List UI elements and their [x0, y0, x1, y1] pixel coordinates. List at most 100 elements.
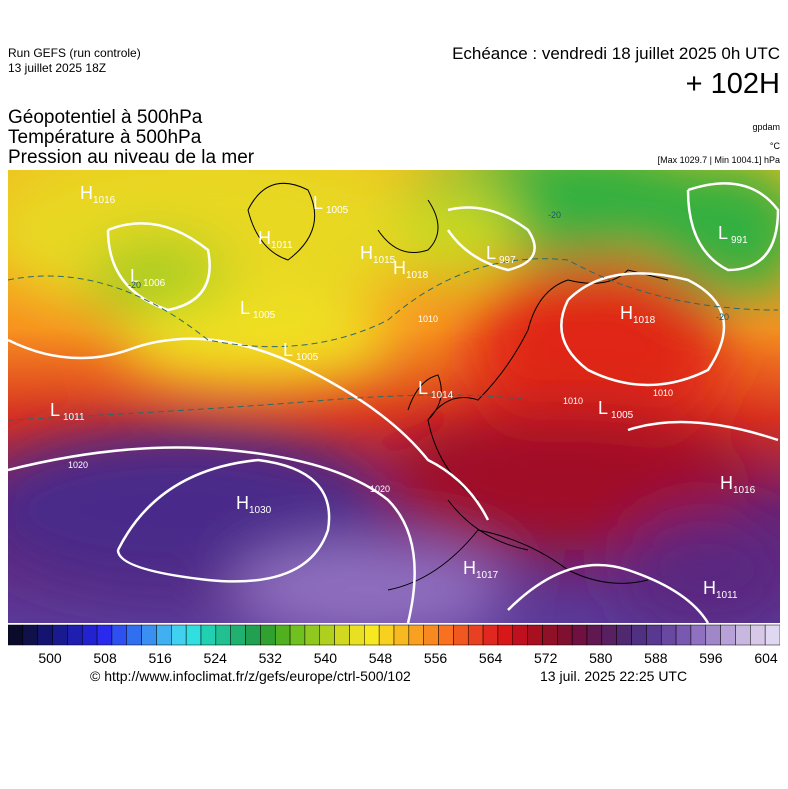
colorbar-cell	[156, 624, 172, 646]
colorbar-cell	[319, 624, 335, 646]
colorbar-cell	[81, 624, 98, 646]
colorbar-cell	[349, 624, 365, 646]
pressure-center: H 1018	[393, 258, 429, 281]
contour-label: 1020	[68, 460, 88, 470]
colorbar-cell	[557, 624, 573, 646]
pressure-center: L 1006	[130, 266, 166, 289]
pressure-kind: H	[463, 558, 476, 578]
pressure-center: L 1011	[50, 400, 85, 423]
pressure-value: 1011	[271, 240, 293, 251]
pressure-kind: H	[236, 493, 249, 513]
colorbar-cell	[304, 624, 321, 646]
colorbar-cell	[334, 624, 350, 646]
colorbar-tick-label: 564	[479, 650, 503, 666]
pressure-value: 1018	[406, 270, 429, 281]
colorbar-tick-label: 508	[93, 650, 117, 666]
pressure-center: H 1017	[463, 558, 499, 581]
colorbar-cell	[601, 624, 617, 646]
colorbar-cell	[423, 624, 439, 646]
pressure-value: 991	[731, 235, 748, 246]
colorbar-cell	[408, 624, 424, 646]
colorbar-cell	[438, 624, 454, 646]
field-pressure: Pression au niveau de la mer	[8, 147, 255, 168]
pressure-kind: L	[283, 340, 293, 360]
source-link: © http://www.infoclimat.fr/z/gefs/europe…	[90, 668, 411, 684]
colorbar-cell	[571, 624, 588, 646]
colorbar-cell	[705, 624, 721, 646]
colorbar-cell	[200, 624, 217, 646]
colorbar: 500 508 516 524 532 540 548 556 564 572 580 588 596 6…	[8, 624, 780, 666]
colorbar-cell	[750, 624, 766, 646]
colorbar-cell	[735, 624, 751, 646]
colorbar-cell	[393, 624, 410, 646]
colorbar-cell	[720, 624, 736, 646]
contour-label: 1010	[653, 388, 673, 398]
colorbar-cell	[660, 624, 677, 646]
colorbar-tick-label: 516	[148, 650, 172, 666]
pressure-value: 1005	[326, 205, 349, 216]
colorbar-tick-label: 596	[699, 650, 723, 666]
colorbar-cell	[467, 624, 484, 646]
colorbar-cell	[67, 624, 83, 646]
pressure-kind: L	[313, 193, 323, 213]
pressure-kind: H	[620, 303, 633, 323]
pressure-center: H 1016	[80, 183, 116, 206]
colorbar-cell	[260, 624, 276, 646]
unit-geo: gpdam	[752, 122, 780, 132]
pressure-center: H 1018	[620, 303, 656, 326]
pressure-center: L 1005	[240, 298, 276, 321]
pressure-kind: L	[598, 398, 608, 418]
pressure-value: 1016	[733, 485, 756, 496]
pressure-value: 1006	[143, 278, 166, 289]
isotherms	[8, 258, 779, 421]
colorbar-cell	[215, 624, 231, 646]
lead-time: + 102H	[685, 68, 780, 100]
colorbar-cell	[364, 624, 380, 646]
run-date: 13 juillet 2025 18Z	[8, 61, 107, 75]
contour-label: 1020	[370, 484, 390, 494]
colorbar-cell	[230, 624, 246, 646]
pressure-center: H 1015	[360, 243, 396, 266]
colorbar-cell	[52, 624, 68, 646]
pressure-kind: H	[80, 183, 93, 203]
colorbar-cell	[289, 624, 306, 646]
pressure-value: 1005	[296, 352, 319, 363]
pressure-center: H 1011	[258, 228, 293, 251]
pressure-center: L 1005	[283, 340, 319, 363]
colorbar-tick-label: 580	[589, 650, 613, 666]
run-name: Run GEFS (run controle)	[8, 46, 141, 60]
colorbar-cell	[126, 624, 142, 646]
pressure-kind: L	[486, 243, 496, 263]
colorbar-cell	[22, 624, 38, 646]
colorbar-cell	[616, 624, 632, 646]
colorbar-cell	[8, 624, 24, 646]
colorbar-cell	[482, 624, 499, 646]
colorbar-tick-label: 548	[369, 650, 393, 666]
colorbar-cell	[542, 624, 558, 646]
pressure-center: L 1005	[313, 193, 349, 216]
pressure-kind: L	[240, 298, 250, 318]
colorbar-tick-label: 572	[534, 650, 558, 666]
colorbar-cell	[646, 624, 662, 646]
colorbar-cell	[512, 624, 528, 646]
colorbar-tick-label: 588	[644, 650, 668, 666]
colorbar-cell	[631, 624, 647, 646]
pressure-kind: H	[258, 228, 271, 248]
pressure-value: 1016	[93, 195, 116, 206]
colorbar-cell	[586, 624, 603, 646]
pressure-value: 1011	[63, 412, 85, 423]
contour-label: -20	[548, 210, 561, 220]
colorbar-cell	[171, 624, 187, 646]
colorbar-cell	[245, 624, 261, 646]
contour-label: 1010	[563, 396, 583, 406]
colorbar-cell	[111, 624, 128, 646]
colorbar-tick-label: 500	[38, 650, 62, 666]
pressure-kind: H	[360, 243, 373, 263]
pressure-kind: L	[718, 223, 728, 243]
colorbar-cell	[141, 624, 157, 646]
pressure-value: 1014	[431, 390, 454, 401]
pressure-kind: H	[703, 578, 716, 598]
colorbar-cell	[378, 624, 395, 646]
